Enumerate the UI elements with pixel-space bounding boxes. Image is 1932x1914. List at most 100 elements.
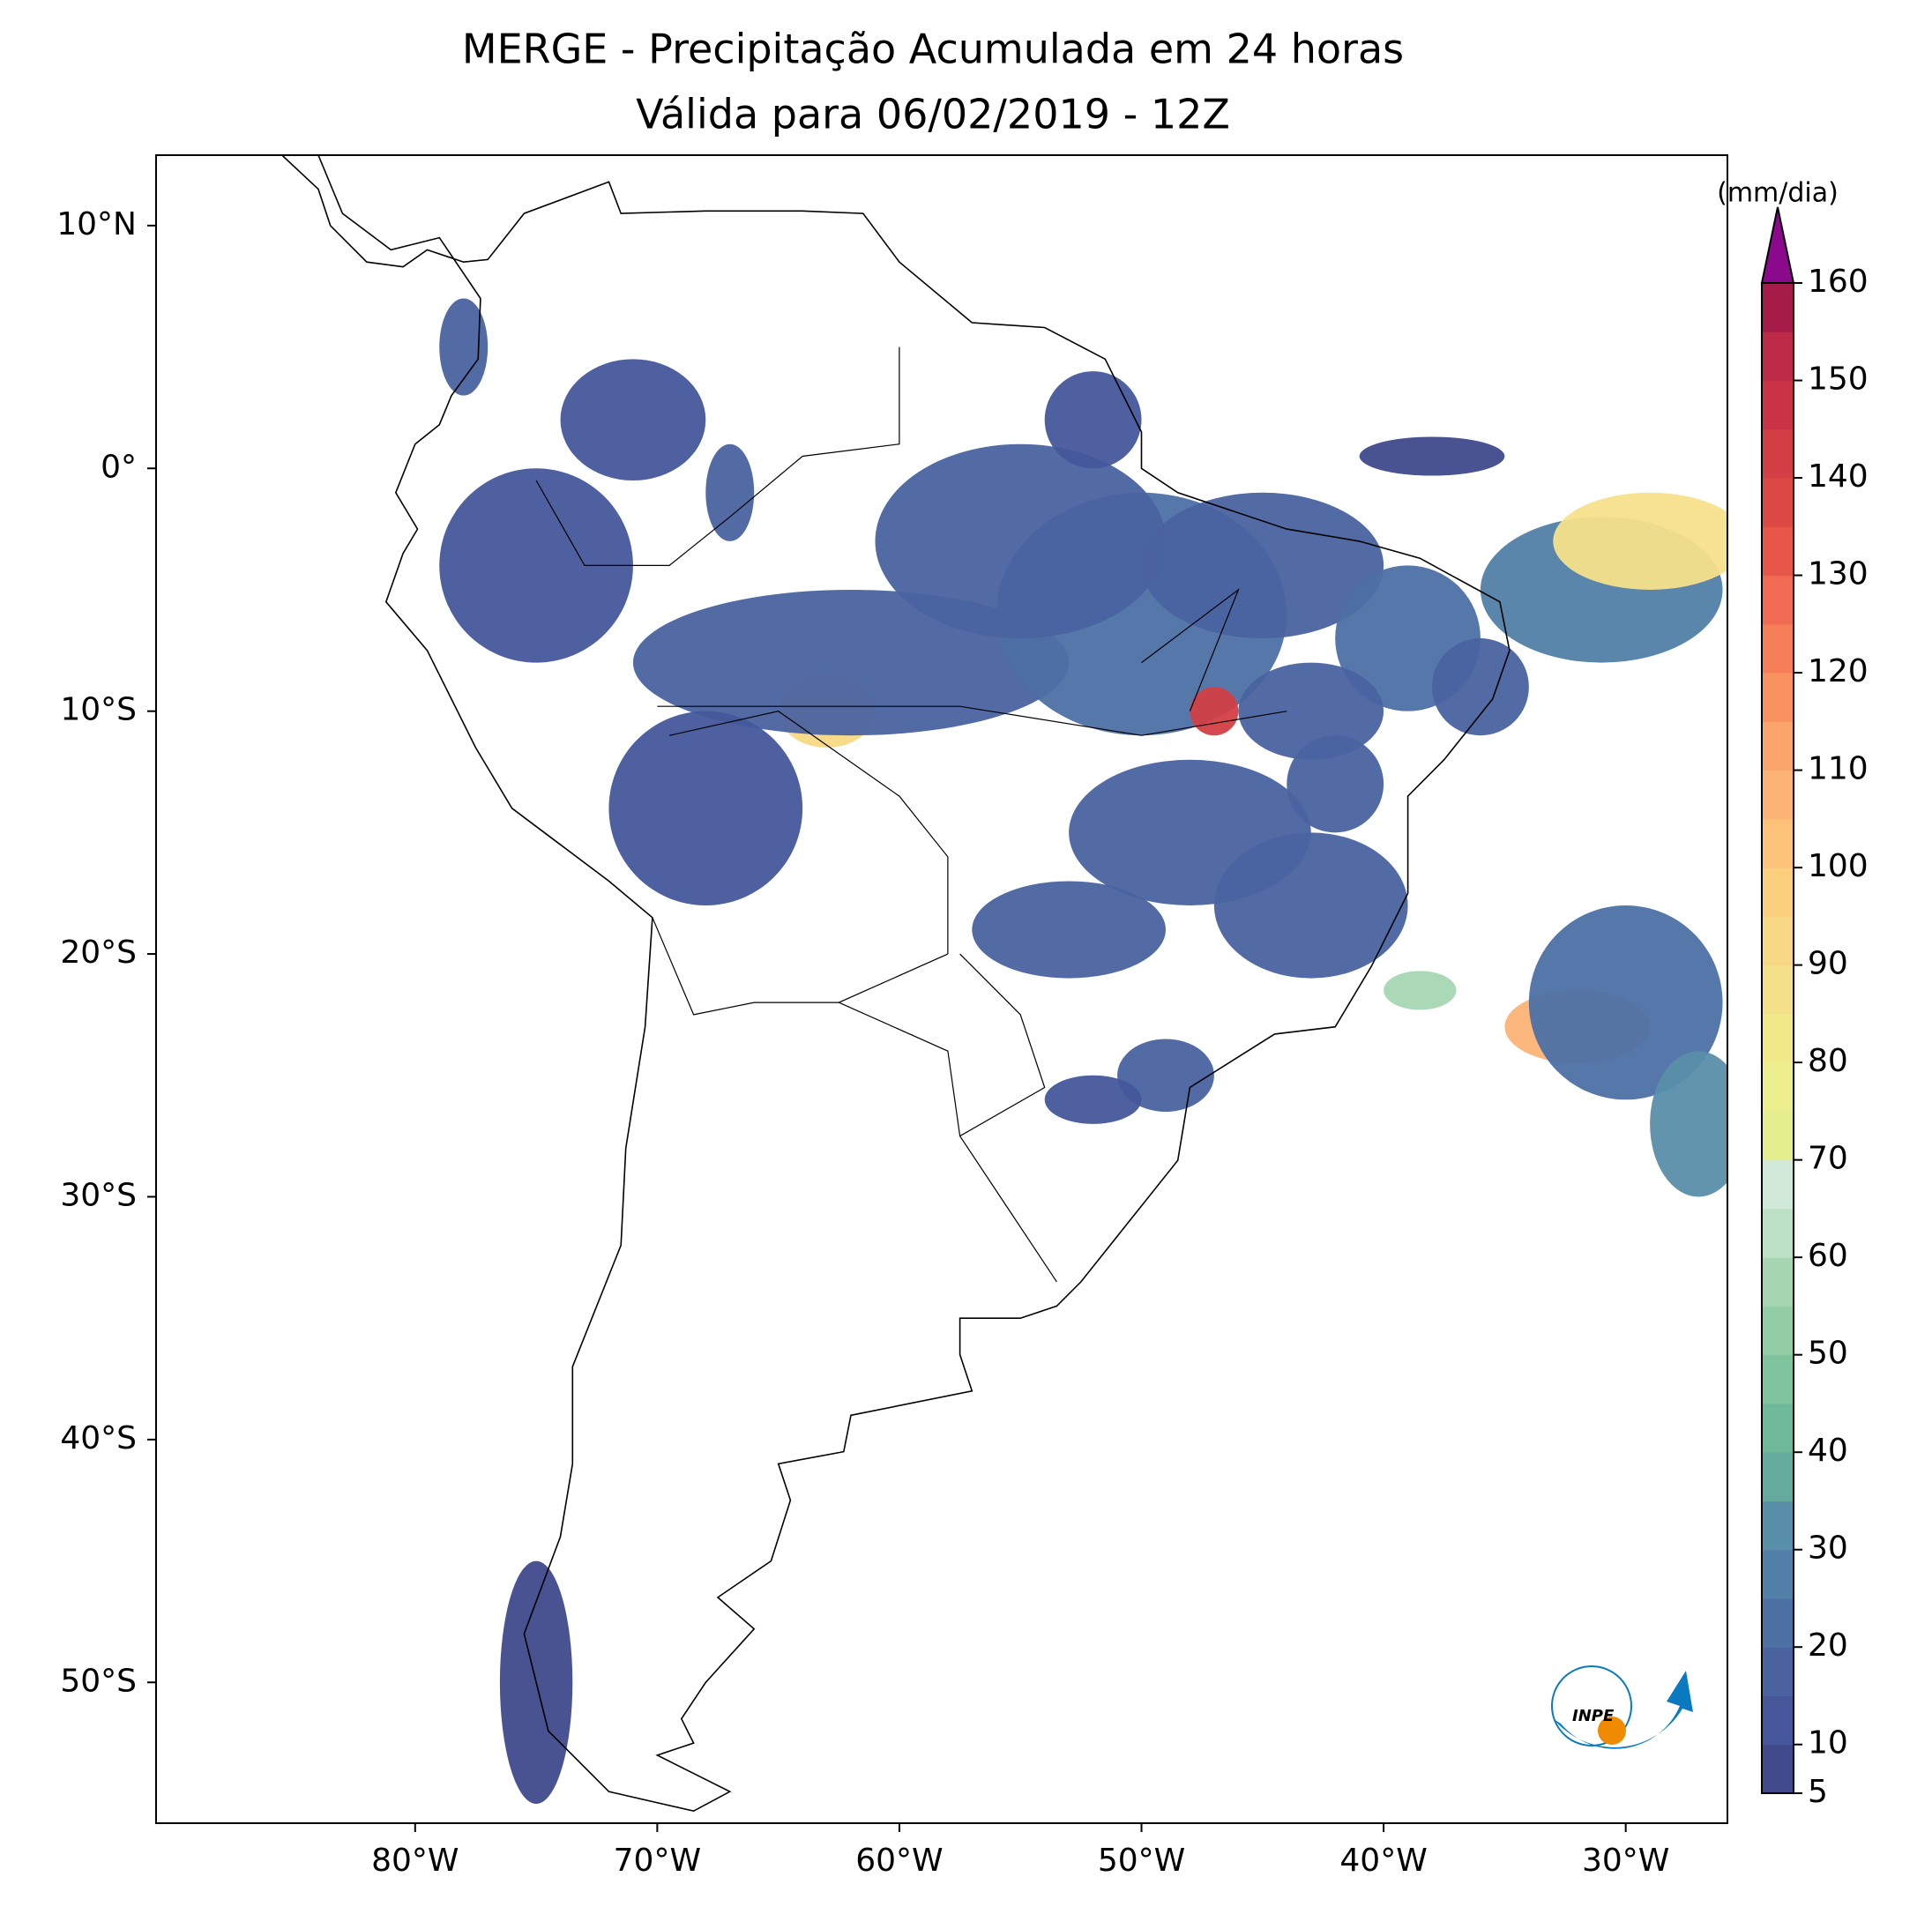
colorbar-tick-label: 60 xyxy=(1808,1238,1848,1274)
colorbar-band xyxy=(1762,380,1794,430)
colorbar-band xyxy=(1762,283,1794,332)
logo: INPE xyxy=(1551,1665,1693,1749)
colorbar-band xyxy=(1762,770,1794,820)
colorbar-band xyxy=(1762,478,1794,527)
map-frame xyxy=(155,154,1728,1824)
colorbar-band xyxy=(1762,1695,1794,1746)
logo-sun xyxy=(1598,1717,1626,1745)
border xyxy=(668,711,949,955)
map-area xyxy=(281,155,1727,1813)
precip-area xyxy=(1213,832,1408,979)
logo-text: INPE xyxy=(1572,1707,1615,1725)
colorbar-tick-label: 40 xyxy=(1808,1433,1848,1469)
border xyxy=(839,1002,961,1136)
precip-area xyxy=(705,443,755,541)
logo-ring xyxy=(1551,1665,1632,1746)
precip-area xyxy=(1384,971,1457,1010)
colorbar-tick-label: 150 xyxy=(1808,361,1869,398)
precip-area xyxy=(1190,687,1239,736)
precip-area xyxy=(1287,735,1384,833)
precip-area xyxy=(439,468,633,663)
precip-area xyxy=(1044,371,1142,469)
colorbar-band xyxy=(1762,1501,1794,1551)
precip-area xyxy=(1359,436,1505,476)
colorbar-band xyxy=(1762,1403,1794,1453)
y-tick-label: 10°S xyxy=(60,692,137,728)
coastline xyxy=(281,155,1511,1813)
precip-area xyxy=(560,359,706,481)
title: MERGE - Precipitação Acumulada em 24 hor… xyxy=(462,26,1404,73)
precip-area xyxy=(972,881,1166,979)
precip-area xyxy=(1528,905,1723,1100)
x-tick-label: 50°W xyxy=(1098,1843,1185,1879)
colorbar-band xyxy=(1762,1354,1794,1404)
colorbar-band xyxy=(1762,623,1794,674)
border xyxy=(652,917,949,1016)
y-tick-label: 20°S xyxy=(60,935,137,971)
x-tick-label: 70°W xyxy=(614,1843,701,1879)
colorbar-extend xyxy=(1760,206,1795,284)
y-tick-label: 0° xyxy=(101,449,137,485)
colorbar-band xyxy=(1762,868,1794,917)
colorbar-band xyxy=(1762,1452,1794,1501)
x-tick-label: 60°W xyxy=(855,1843,943,1879)
colorbar-band xyxy=(1762,331,1794,382)
colorbar-tick-label: 120 xyxy=(1808,653,1869,689)
precip-area xyxy=(1553,492,1727,590)
precip-area xyxy=(608,711,803,905)
colorbar-tick-label: 30 xyxy=(1808,1530,1848,1567)
colorbar-band xyxy=(1762,1013,1794,1063)
precip-area xyxy=(1432,638,1529,736)
colorbar-band xyxy=(1762,1062,1794,1112)
colorbar-band xyxy=(1762,1208,1794,1258)
border xyxy=(959,953,1057,1283)
colorbar-tick-label: 140 xyxy=(1808,458,1869,495)
colorbar-tick-label: 10 xyxy=(1808,1725,1848,1761)
colorbar-band xyxy=(1762,673,1794,722)
precip-area xyxy=(1141,492,1384,639)
colorbar-tick-label: 160 xyxy=(1808,264,1869,300)
border xyxy=(535,346,900,566)
colorbar-band xyxy=(1762,1647,1794,1696)
colorbar-tick-label: 90 xyxy=(1808,946,1848,982)
colorbar-tick-label: 5 xyxy=(1808,1774,1828,1810)
colorbar-tick-label: 130 xyxy=(1808,556,1869,592)
colorbar-band xyxy=(1762,1111,1794,1161)
colorbar-tick-label: 20 xyxy=(1808,1627,1848,1664)
precip-area xyxy=(1650,1051,1727,1197)
colorbar-band xyxy=(1762,721,1794,771)
y-tick-label: 40°S xyxy=(60,1420,137,1456)
colorbar-frame xyxy=(1761,282,1794,1794)
colorbar-band xyxy=(1762,575,1794,625)
precip-area xyxy=(875,443,1166,639)
precip-area xyxy=(1044,1075,1142,1124)
x-tick-label: 30°W xyxy=(1582,1843,1669,1879)
colorbar-band xyxy=(1762,1597,1794,1648)
y-tick-label: 10°N xyxy=(56,206,137,242)
colorbar-band xyxy=(1762,526,1794,577)
precip-area xyxy=(1117,1039,1214,1113)
y-tick-label: 30°S xyxy=(60,1177,137,1213)
colorbar-tick-label: 100 xyxy=(1808,848,1869,884)
colorbar-tick-label: 110 xyxy=(1808,751,1869,787)
colorbar-band xyxy=(1762,964,1794,1015)
colorbar-tick-label: 80 xyxy=(1808,1043,1848,1079)
subtitle: Válida para 06/02/2019 - 12Z xyxy=(636,91,1230,138)
colorbar-band xyxy=(1762,818,1794,868)
x-tick-label: 80°W xyxy=(371,1843,459,1879)
precip-area xyxy=(439,298,489,396)
x-tick-label: 40°W xyxy=(1339,1843,1427,1879)
colorbar-band xyxy=(1762,428,1794,479)
colorbar-band xyxy=(1762,1306,1794,1356)
colorbar-band xyxy=(1762,1549,1794,1599)
colorbar-band xyxy=(1762,1257,1794,1307)
y-tick-label: 50°S xyxy=(60,1663,137,1699)
border xyxy=(1141,588,1240,711)
precip-area xyxy=(1238,662,1384,760)
border xyxy=(657,705,1287,736)
colorbar-tick-label: 50 xyxy=(1808,1336,1848,1372)
colorbar-label: (mm/dia) xyxy=(1717,178,1839,209)
colorbar-tick-label: 70 xyxy=(1808,1141,1848,1177)
colorbar-band xyxy=(1762,1159,1794,1210)
